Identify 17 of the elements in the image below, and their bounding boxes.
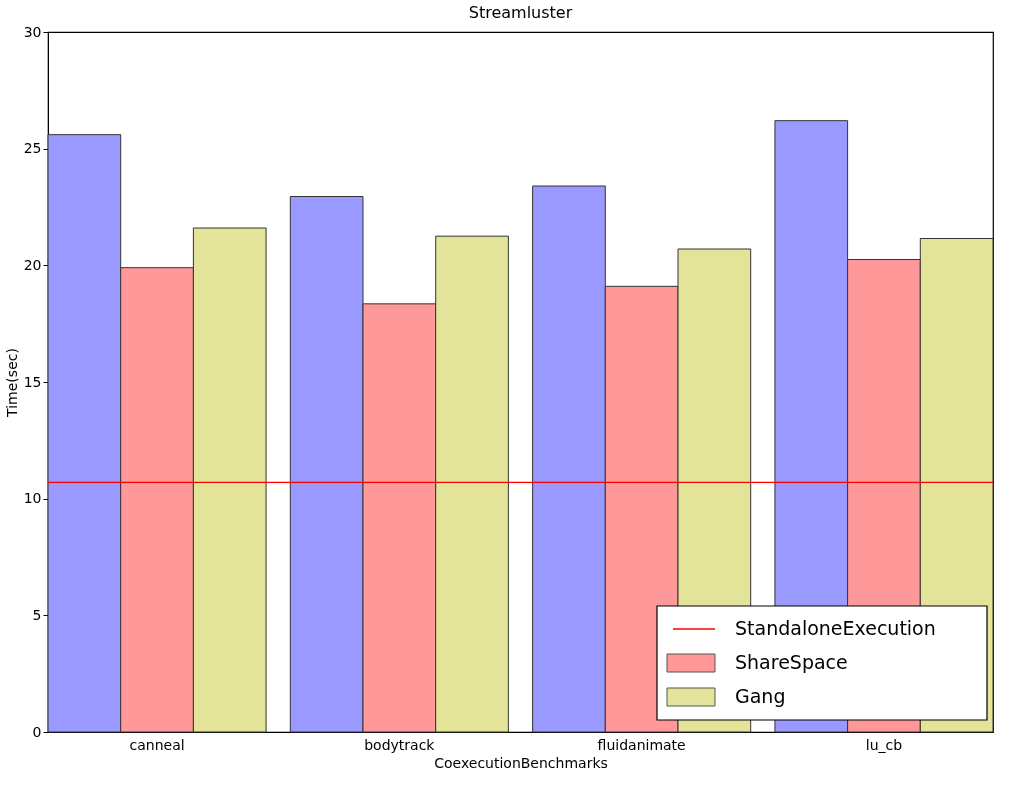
y-tick-label: 20	[23, 256, 42, 273]
x-tick-label: canneal	[129, 736, 185, 753]
y-axis-title: Time(sec)	[3, 348, 20, 418]
legend-label: StandaloneExecution	[735, 617, 936, 639]
y-tick-label: 25	[23, 140, 42, 157]
legend-label: Gang	[735, 685, 786, 707]
x-tick-label: fluidanimate	[597, 736, 686, 753]
x-tick-label: bodytrack	[364, 736, 436, 753]
chart-title: Streamluster	[468, 3, 573, 22]
y-tick-label: 0	[32, 723, 42, 740]
y-tick-label: 15	[23, 373, 42, 390]
x-tick-label: lu_cb	[865, 736, 903, 753]
y-tick-label: 5	[32, 606, 42, 623]
legend-label: ShareSpace	[735, 651, 848, 673]
y-tick-label: 10	[23, 490, 42, 507]
y-tick-label: 30	[23, 23, 42, 40]
x-axis-title: CoexecutionBenchmarks	[434, 754, 608, 771]
